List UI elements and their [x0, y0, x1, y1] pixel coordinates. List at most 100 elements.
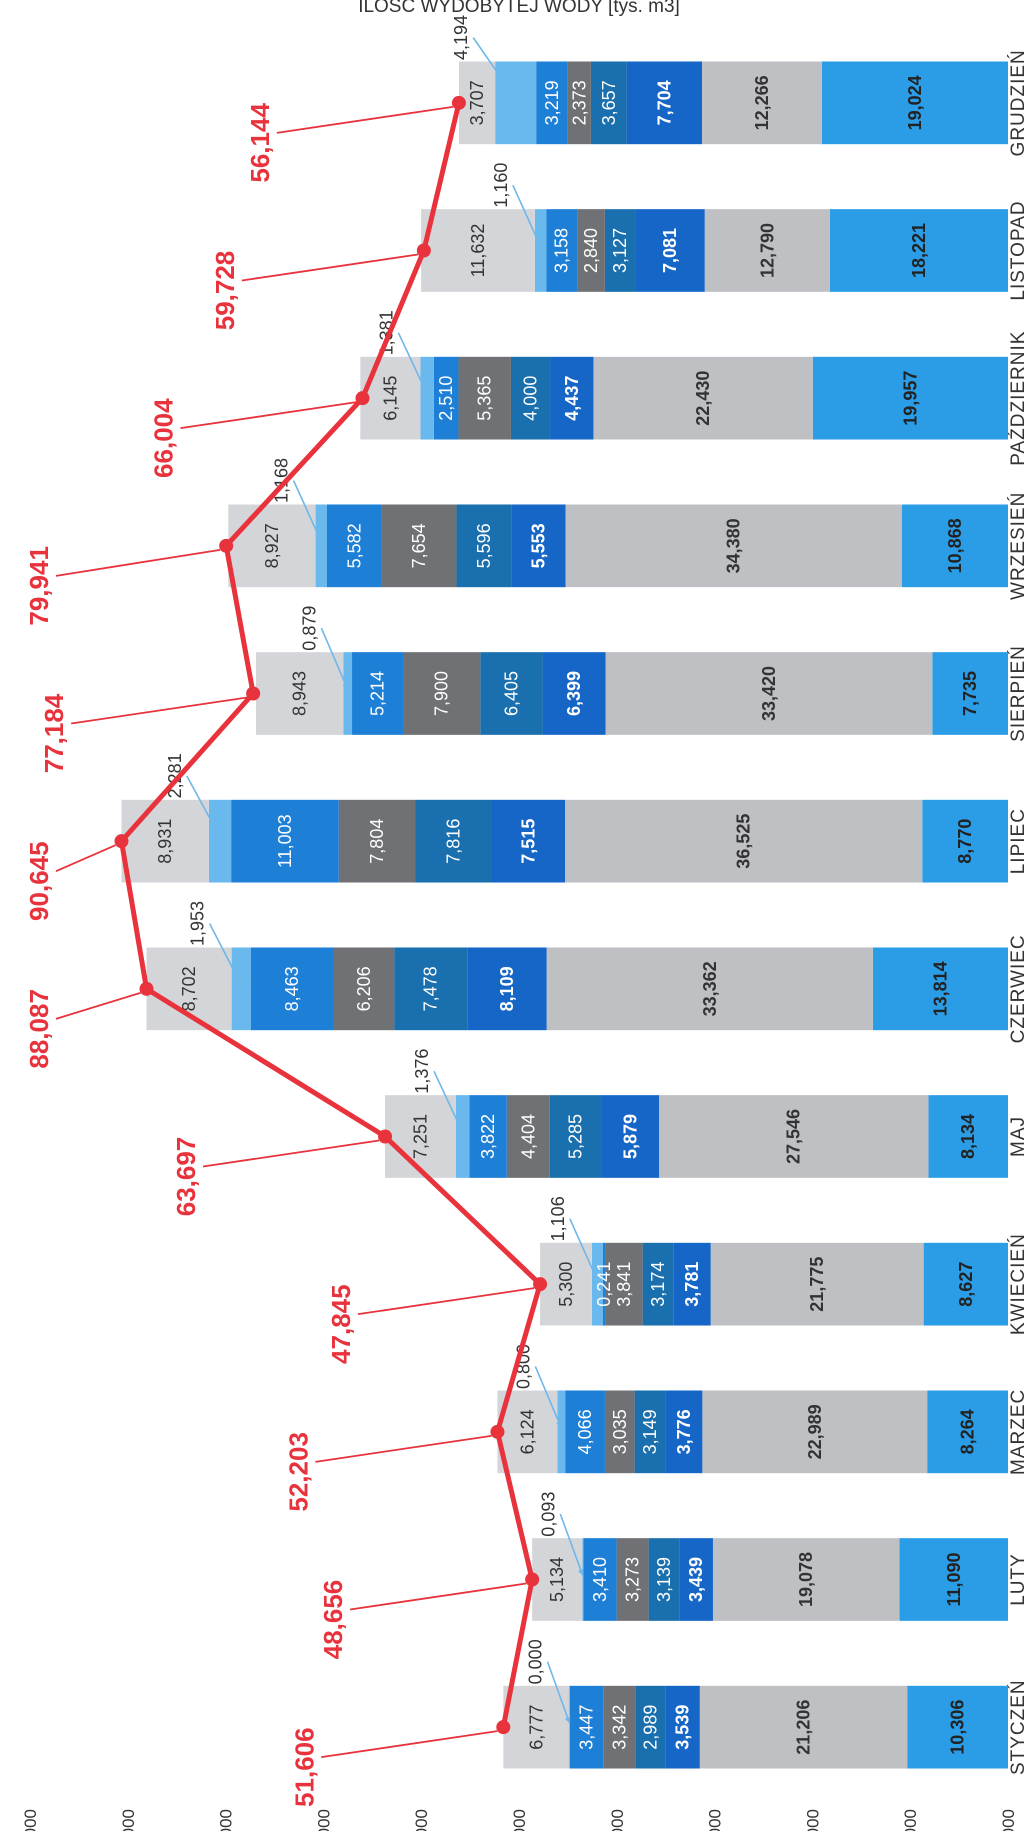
bar-segment-ujecie-wody-osuchow-ii-marzec [557, 1390, 566, 1474]
bar-segment-ujecie-wody-badowo-danki-sierpien [403, 652, 481, 735]
total-point-luty [525, 1572, 540, 1587]
value-label-ujecie-wody-badowo-danki-wrzesien: 7,654 [409, 523, 429, 568]
callout-arrow-pazdziernik [397, 332, 428, 395]
value-axis: 0,000 10,000 20,000 30,000 40,000 50,000 60,00… [21, 0, 1029, 1831]
bar-segment-ujecie-wody-pogorzalki-listopad [704, 209, 830, 292]
y-tick-label: 0,000 [999, 1809, 1018, 1831]
value-label-ujecie-wody-piekary-lipiec: 7,515 [518, 819, 538, 864]
total-line-path [118, 102, 543, 1728]
y-tick-label: 40,000 [608, 1809, 627, 1831]
bar-segment-ujecie-wody-badowo-danki-grudzien [567, 61, 591, 145]
value-label-ujecie-wody-pogorzalki-marzec: 22,989 [805, 1404, 825, 1459]
bar-segment-ujecie-wody-pogorzalki-styczen [699, 1685, 908, 1769]
bar-segment-ujecie-wody-piekary-czerwiec [467, 947, 547, 1031]
bar-segment-ujecie-wody-piekary-marzec [665, 1390, 703, 1474]
bar-segment-ujecie-wody-pogorzalki-wrzesien [565, 504, 902, 588]
total-label-luty: 48,656 [318, 1580, 348, 1660]
value-label-ujecie-wody-badowo-danki-marzec: 3,035 [610, 1409, 630, 1454]
value-label-ujecie-wody-markow-towarzystwo-listopad: 3,127 [610, 228, 630, 273]
value-label-ujecie-wody-markow-towarzystwo-wrzesien: 5,596 [474, 523, 494, 568]
month-label-styczen: STYCZEŃ [1008, 1679, 1029, 1775]
total-point-pazdziernik [355, 391, 370, 406]
bar-segment-ujecie-wody-osuchow-listopad [546, 209, 578, 292]
value-label-ujecie-wody-pogorzalki-czerwiec: 33,362 [700, 961, 720, 1016]
bar-segment-ujecie-wody-pogorzalki-marzec [702, 1390, 928, 1474]
total-callout-kwiecien [357, 1287, 535, 1316]
value-label-ujecie-wody-tysiaclecia-listopad: 18,221 [909, 223, 929, 278]
value-label-ujecie-wody-tysiaclecia-luty: 11,090 [944, 1552, 964, 1606]
bar-segment-ujecie-wody-piekary-sierpien [542, 652, 606, 735]
total-point-czerwiec [139, 981, 154, 996]
value-label-ujecie-wody-tysiaclecia-wrzesien: 10,868 [945, 518, 965, 573]
total-callout-styczen [321, 1730, 498, 1759]
bar-segment-ujecie-wody-tysiaclecia-czerwiec [872, 947, 1009, 1031]
bar-segment-ujecie-wody-lindow-kwiecien [540, 1242, 592, 1326]
bar-segment-ujecie-wody-lindow-lipiec [121, 799, 209, 883]
value-label-ujecie-wody-markow-towarzystwo-czerwiec: 7,478 [421, 966, 441, 1011]
value-label-ujecie-wody-pogorzalki-grudzien: 12,266 [752, 75, 772, 130]
value-label-ujecie-wody-lindow-grudzien: 3,707 [467, 80, 487, 125]
total-callout-listopad [241, 253, 418, 282]
bar-segment-ujecie-wody-pogorzalki-sierpien [605, 652, 933, 735]
value-label-ujecie-wody-tysiaclecia-lipiec: 8,770 [955, 819, 975, 864]
bar-segment-ujecie-wody-lindow-luty [532, 1538, 583, 1621]
bar-segment-ujecie-wody-tysiaclecia-marzec [927, 1390, 1009, 1474]
value-label-ujecie-wody-badowo-danki-lipiec: 7,804 [367, 819, 387, 864]
total-callout-grudzien [276, 105, 454, 134]
total-line: 51,606 48,656 52,203 47,845 63,697 88,087 90,6… [24, 95, 548, 1807]
value-label-ujecie-wody-tysiaclecia-grudzien: 19,024 [905, 75, 925, 130]
total-label-grudzien: 56,144 [245, 103, 275, 183]
value-label-ujecie-wody-osuchow-listopad: 3,158 [552, 228, 572, 273]
total-point-kwiecien [533, 1277, 548, 1292]
month-label-czerwiec: CZERWIEC [1008, 934, 1029, 1043]
total-callout-pazdziernik [180, 401, 357, 430]
total-point-listopad [416, 243, 431, 258]
value-label-ujecie-wody-lindow-pazdziernik: 6,145 [380, 376, 400, 421]
total-point-styczen [496, 1720, 511, 1735]
bar-segment-ujecie-wody-badowo-danki-listopad [577, 209, 605, 292]
month-label-lipiec: LIPIEC [1008, 808, 1029, 874]
bar-segment-ujecie-wody-osuchow-pazdziernik [433, 356, 459, 440]
callout-arrow-wrzesien [292, 480, 323, 543]
value-label-ujecie-wody-badowo-danki-grudzien: 2,373 [569, 80, 589, 125]
month-label-maj: MAJ [1008, 1116, 1029, 1157]
total-point-lipiec [114, 834, 129, 849]
bar-segment-ujecie-wody-osuchow-ii-kwiecien [591, 1242, 603, 1326]
total-point-maj [378, 1129, 393, 1144]
bar-segment-ujecie-wody-markow-towarzystwo-pazdziernik [510, 356, 551, 440]
y-tick-label: 60,000 [412, 1809, 431, 1831]
value-label-ujecie-wody-piekary-styczen: 3,539 [673, 1705, 693, 1750]
value-label-ujecie-wody-tysiaclecia-maj: 8,134 [958, 1114, 978, 1159]
value-label-ujecie-wody-lindow-listopad: 11,632 [468, 224, 488, 278]
value-label-ujecie-wody-piekary-pazdziernik: 4,437 [562, 376, 582, 421]
bar-segment-ujecie-wody-osuchow-ii-wrzesien [315, 504, 327, 588]
value-label-ujecie-wody-pogorzalki-kwiecien: 21,775 [807, 1257, 827, 1312]
value-label-ujecie-wody-markow-towarzystwo-grudzien: 3,657 [599, 80, 619, 125]
value-label-ujecie-wody-osuchow-ii-listopad: 1,160 [491, 163, 511, 208]
bar-segment-ujecie-wody-osuchow-maj [469, 1095, 507, 1178]
total-label-kwiecien: 47,845 [326, 1284, 356, 1364]
value-label-ujecie-wody-osuchow-maj: 3,822 [478, 1114, 498, 1159]
bar-segment-ujecie-wody-badowo-danki-kwiecien [605, 1242, 643, 1326]
total-callout-maj [202, 1139, 380, 1168]
bar-segment-ujecie-wody-markow-towarzystwo-wrzesien [456, 504, 512, 588]
value-label-ujecie-wody-osuchow-pazdziernik: 2,510 [436, 376, 456, 421]
bar-segment-ujecie-wody-tysiaclecia-luty [899, 1538, 1008, 1621]
bar-segment-ujecie-wody-lindow-styczen [503, 1685, 570, 1769]
total-callout-luty [350, 1582, 527, 1611]
value-label-ujecie-wody-badowo-danki-czerwiec: 6,206 [354, 966, 374, 1011]
bar-segment-ujecie-wody-lindow-pazdziernik [360, 356, 421, 440]
y-tick-label: 80,000 [217, 1809, 236, 1831]
value-label-ujecie-wody-tysiaclecia-pazdziernik: 19,957 [900, 371, 920, 426]
total-point-sierpien [246, 686, 261, 701]
total-label-wrzesien: 79,941 [24, 546, 54, 626]
value-label-ujecie-wody-pogorzalki-maj: 27,546 [784, 1109, 804, 1164]
value-label-ujecie-wody-osuchow-lipiec: 11,003 [275, 814, 295, 868]
value-label-ujecie-wody-piekary-luty: 3,439 [686, 1557, 706, 1602]
y-tick-label: 10,000 [901, 1809, 920, 1831]
bar-segment-ujecie-wody-osuchow-ii-luty [582, 1538, 584, 1621]
bar-segment-ujecie-wody-markow-towarzystwo-kwiecien [642, 1242, 674, 1326]
total-label-lipiec: 90,645 [24, 841, 54, 921]
month-label-sierpien: SIERPIEŃ [1008, 645, 1029, 742]
bar-segment-ujecie-wody-piekary-wrzesien [511, 504, 566, 588]
